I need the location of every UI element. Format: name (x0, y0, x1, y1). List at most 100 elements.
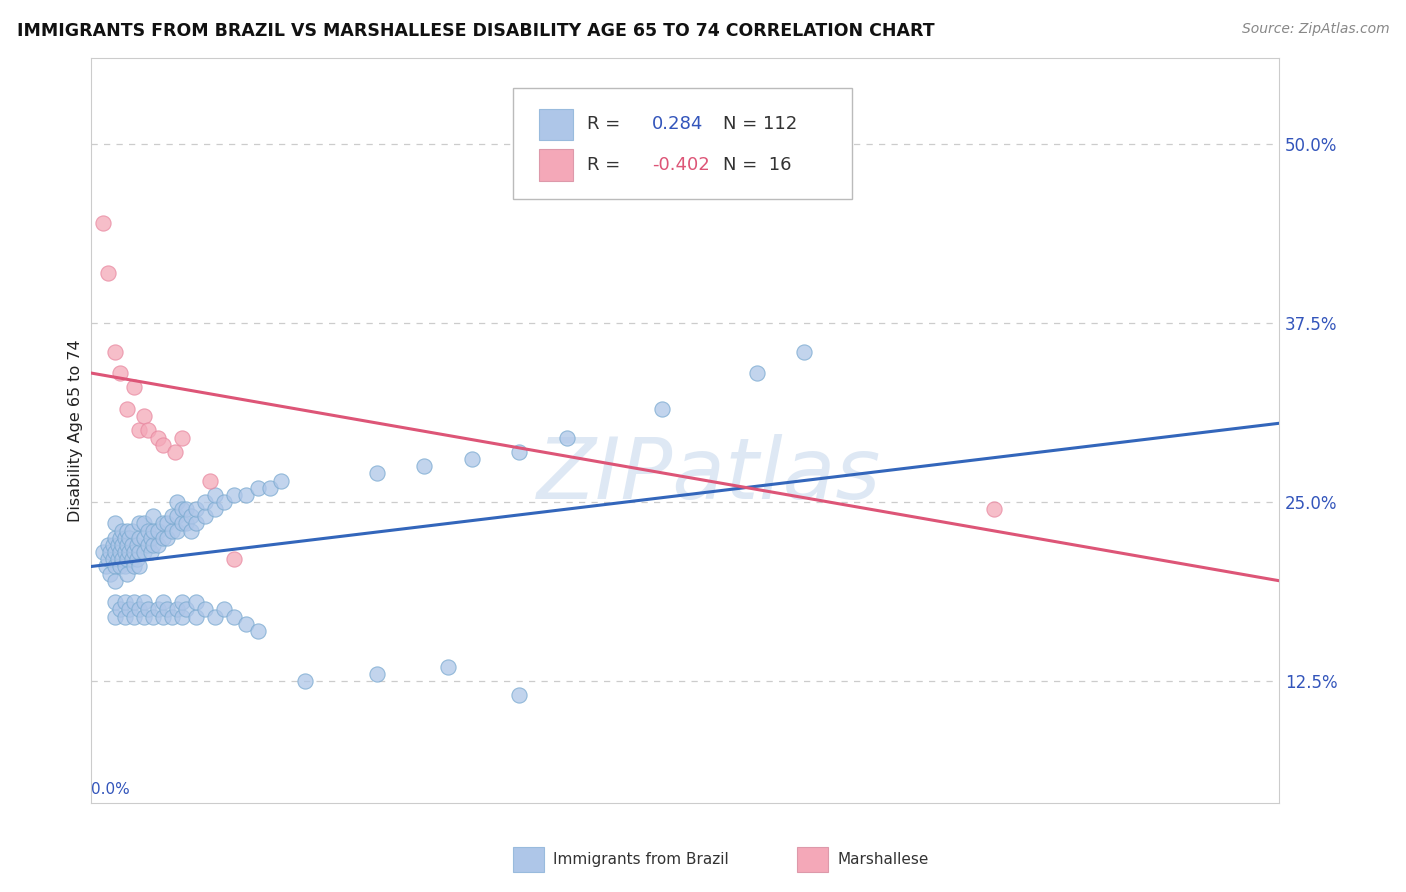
Point (138, 524, 160, 538)
Point (180, 509, 202, 524)
Point (122, 559, 145, 574)
Point (122, 380, 145, 394)
Point (166, 509, 188, 524)
Point (138, 538, 160, 552)
Point (214, 495, 236, 509)
Point (152, 609, 174, 624)
Point (194, 602, 217, 616)
Point (128, 602, 150, 616)
Point (793, 344, 815, 359)
Point (94, 559, 117, 574)
Point (138, 424, 160, 438)
Point (184, 516, 207, 531)
Point (413, 459, 436, 474)
Point (107, 538, 129, 552)
Point (128, 531, 150, 545)
Point (146, 602, 169, 616)
Text: IMMIGRANTS FROM BRAZIL VS MARSHALLESE DISABILITY AGE 65 TO 74 CORRELATION CHART: IMMIGRANTS FROM BRAZIL VS MARSHALLESE DI… (17, 22, 935, 40)
Point (104, 344, 127, 359)
Point (100, 566, 122, 581)
Point (115, 524, 138, 538)
Point (139, 545, 162, 559)
Point (170, 431, 193, 445)
Point (115, 401, 138, 416)
Point (152, 516, 174, 531)
Point (108, 366, 131, 380)
Point (184, 502, 207, 516)
Point (259, 481, 281, 495)
FancyBboxPatch shape (540, 149, 572, 180)
Point (983, 502, 1005, 516)
Point (270, 474, 292, 488)
Point (132, 516, 155, 531)
Point (118, 531, 141, 545)
Point (146, 524, 169, 538)
Point (114, 545, 136, 559)
Text: Immigrants from Brazil: Immigrants from Brazil (553, 853, 728, 867)
Point (366, 467, 388, 481)
Point (122, 545, 145, 559)
Point (163, 445, 186, 459)
Point (101, 552, 124, 566)
Point (107, 552, 129, 566)
Point (366, 666, 388, 681)
Point (104, 516, 127, 531)
Point (156, 602, 179, 616)
Point (142, 509, 165, 524)
Point (170, 609, 193, 624)
Point (200, 474, 222, 488)
Point (222, 609, 245, 624)
Point (111, 552, 134, 566)
Point (166, 602, 188, 616)
Point (111, 538, 134, 552)
Point (152, 438, 174, 452)
Point (176, 516, 198, 531)
Point (246, 624, 269, 638)
Point (555, 431, 578, 445)
Point (745, 366, 768, 380)
Point (142, 538, 165, 552)
Point (651, 401, 673, 416)
Point (121, 524, 143, 538)
Point (204, 488, 226, 502)
Point (156, 516, 179, 531)
Text: -0.402: -0.402 (652, 156, 710, 174)
Point (184, 595, 207, 609)
Point (108, 559, 131, 574)
Point (146, 538, 169, 552)
Point (128, 545, 150, 559)
Point (104, 609, 127, 624)
Point (114, 531, 136, 545)
Point (132, 609, 155, 624)
Point (114, 559, 136, 574)
Y-axis label: Disability Age 65 to 74: Disability Age 65 to 74 (67, 339, 83, 522)
Text: 0.284: 0.284 (652, 115, 703, 133)
Text: 0.0%: 0.0% (91, 782, 131, 797)
Point (170, 595, 193, 609)
Point (91, 545, 114, 559)
Point (108, 602, 131, 616)
Point (436, 659, 458, 673)
Text: N = 112: N = 112 (724, 115, 797, 133)
Point (118, 602, 141, 616)
Point (115, 566, 138, 581)
Point (115, 552, 138, 566)
FancyBboxPatch shape (540, 109, 572, 140)
Point (222, 488, 245, 502)
Point (508, 445, 530, 459)
Point (166, 524, 188, 538)
Point (104, 595, 127, 609)
Text: Source: ZipAtlas.com: Source: ZipAtlas.com (1241, 22, 1389, 37)
Point (170, 516, 193, 531)
Point (128, 516, 150, 531)
Point (101, 538, 124, 552)
Text: Marshallese: Marshallese (838, 853, 929, 867)
Point (128, 424, 150, 438)
Point (100, 545, 122, 559)
Point (160, 524, 183, 538)
Point (114, 595, 136, 609)
Point (460, 452, 482, 467)
Point (222, 552, 245, 566)
Text: R =: R = (586, 156, 626, 174)
Point (176, 602, 198, 616)
